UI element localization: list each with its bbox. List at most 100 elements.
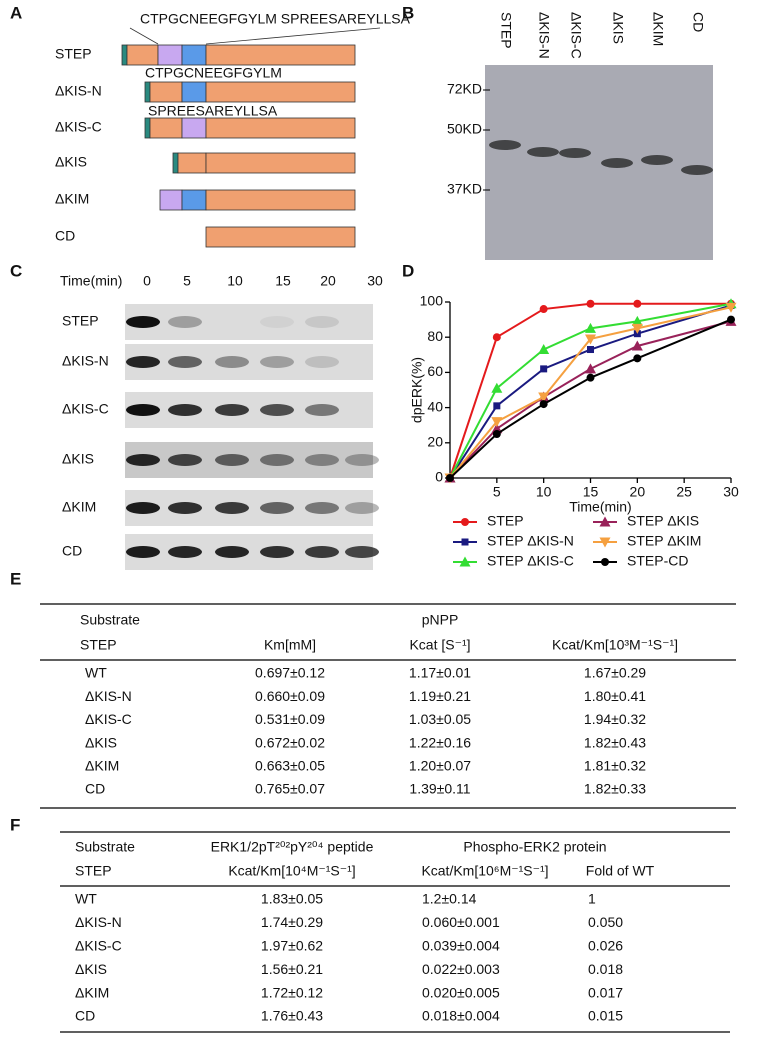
data-point: [492, 430, 501, 438]
table-header: Km[mM]: [264, 637, 316, 653]
data-point: [727, 315, 735, 324]
data-point: [631, 315, 643, 326]
table-header: Kcat/Km[10⁶M⁻¹S⁻¹]: [421, 863, 548, 879]
gel-band: [527, 147, 559, 157]
data-point: [585, 322, 596, 333]
table-header: Fold of WT: [586, 863, 655, 879]
series-line: [449, 306, 732, 479]
table-cell: ΔKIS: [85, 734, 117, 750]
data-point: [586, 299, 595, 308]
table-header: Kcat/Km[10³M⁻¹S⁻¹]: [552, 637, 678, 653]
table-cell: 1.22±0.16: [409, 734, 471, 750]
table-cell: 0.017: [588, 984, 623, 1000]
legend-marker: [459, 556, 471, 567]
blot: [125, 304, 373, 340]
table-cell: ΔKIM: [75, 984, 109, 1000]
legend-label: STEP-CD: [627, 553, 688, 569]
marker-label: 50KD: [447, 121, 482, 137]
blot-band: [345, 546, 379, 558]
table-cell: CD: [75, 1008, 95, 1024]
blot-band: [215, 546, 249, 558]
legend-marker: [461, 538, 469, 546]
series-line: [449, 302, 732, 479]
construct-label: STEP: [55, 46, 92, 62]
series-line: [449, 320, 732, 479]
table-cell: ΔKIS: [75, 961, 107, 977]
sequence: SPREESAREYLLSA: [148, 103, 278, 119]
data-point: [725, 302, 737, 313]
blot-band: [126, 404, 160, 416]
table-cell: CD: [85, 781, 105, 797]
table-cell: 1.2±0.14: [422, 891, 477, 907]
table-cell: 1.72±0.12: [261, 984, 323, 1000]
blot-band: [305, 454, 339, 466]
data-point: [539, 305, 548, 314]
blot-band: [126, 454, 160, 466]
data-point: [491, 423, 503, 434]
panel-letter: C: [10, 261, 22, 280]
table-cell: 0.060±0.001: [422, 914, 500, 930]
blot-band: [126, 546, 160, 558]
blot-band: [305, 546, 339, 558]
data-point: [586, 373, 595, 382]
data-point: [633, 354, 642, 363]
data-point: [633, 299, 642, 308]
blot-band: [126, 316, 160, 328]
gel-band: [559, 148, 591, 158]
table-header: Kcat/Km[10⁴M⁻¹S⁻¹]: [228, 863, 355, 879]
panel-letter: B: [402, 3, 414, 22]
table-header: Substrate: [80, 612, 140, 628]
lane-label: ΔKIM: [650, 12, 666, 46]
time-label: 10: [227, 273, 243, 289]
table-cell: ΔKIS-N: [75, 914, 122, 930]
blot-band: [215, 502, 249, 514]
data-point: [538, 392, 550, 403]
data-point: [539, 400, 548, 409]
x-tick-label: 30: [723, 484, 739, 500]
table-cell: 1: [588, 891, 596, 907]
table-cell: 1.80±0.41: [584, 688, 646, 704]
table-header: ERK1/2pT²⁰²pY²⁰⁴ peptide: [211, 839, 374, 855]
blot-band: [260, 546, 294, 558]
legend-marker: [601, 558, 609, 566]
data-point: [493, 402, 501, 410]
blot-band: [215, 404, 249, 416]
time-label: 15: [275, 273, 291, 289]
blot-band: [260, 356, 294, 368]
blot-band: [126, 356, 160, 368]
time-label: Time(min): [60, 273, 122, 289]
blot: [125, 344, 373, 380]
y-axis-label: dpERK(%): [409, 357, 425, 423]
table-cell: 1.97±0.62: [261, 938, 323, 954]
sequence: CTPGCNEEGFGYLM: [145, 65, 282, 81]
gel-band: [601, 158, 633, 168]
y-tick-label: 100: [420, 293, 444, 309]
series-line: [449, 304, 732, 479]
blot-band: [305, 502, 339, 514]
blot-band: [168, 356, 202, 368]
data-point: [587, 346, 594, 354]
x-tick-label: 15: [583, 484, 599, 500]
table-cell: 0.020±0.005: [422, 984, 500, 1000]
lane-label: ΔKIS-C: [568, 12, 584, 59]
blot-band: [260, 454, 294, 466]
time-label: 5: [183, 273, 191, 289]
blot-band: [126, 502, 160, 514]
table-cell: WT: [75, 891, 97, 907]
data-point: [491, 382, 503, 393]
sequence: CTPGCNEEGFGYLM SPREESAREYLLSA: [140, 11, 411, 27]
table-cell: 1.81±0.32: [584, 758, 646, 774]
table-cell: 0.018: [588, 961, 623, 977]
blot-band: [168, 316, 202, 328]
table-cell: 0.663±0.05: [255, 758, 325, 774]
series-line: [449, 302, 731, 479]
panel-letter: E: [10, 569, 21, 588]
data-point: [446, 474, 454, 482]
marker-label: 37KD: [447, 181, 482, 197]
table-cell: 0.765±0.07: [255, 781, 325, 797]
gel-band: [681, 165, 713, 175]
blot-band: [305, 316, 339, 328]
blot-band: [305, 356, 339, 368]
data-point: [492, 333, 501, 342]
